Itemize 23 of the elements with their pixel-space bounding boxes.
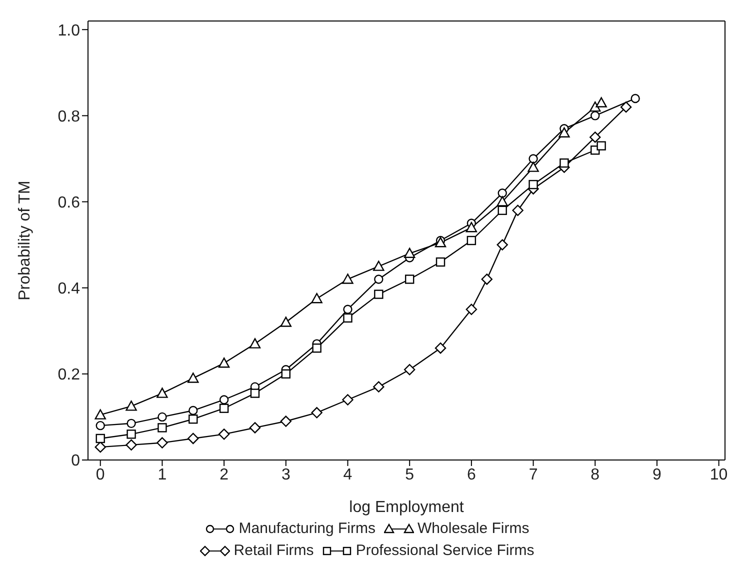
- x-tick-label: 1: [158, 466, 167, 484]
- y-tick-label: 0.2: [58, 366, 80, 384]
- legend-label: Manufacturing Firms: [238, 519, 376, 539]
- y-tick-label: 0.6: [58, 194, 80, 212]
- y-axis-title: Probability of TM: [16, 180, 34, 300]
- x-tick-label: 10: [710, 466, 728, 484]
- x-tick-label: 4: [343, 466, 352, 484]
- x-tick-label: 5: [405, 466, 414, 484]
- y-tick-label: 0.4: [58, 280, 80, 298]
- x-tick-label: 2: [220, 466, 229, 484]
- legend-label: Professional Service Firms: [356, 541, 534, 561]
- y-tick-label: 1.0: [58, 22, 80, 40]
- x-tick-label: 3: [281, 466, 290, 484]
- x-tick-label: 0: [96, 466, 105, 484]
- x-axis-title: log Employment: [349, 499, 464, 516]
- x-tick-label: 9: [652, 466, 662, 484]
- x-tick-label: 8: [590, 466, 600, 484]
- x-tick-label: 7: [528, 466, 538, 484]
- legend-label: Retail Firms: [234, 541, 314, 561]
- x-tick-label: 6: [466, 466, 476, 484]
- y-tick-label: 0: [71, 452, 80, 470]
- y-tick-label: 0.8: [58, 108, 80, 126]
- legend-label: Wholesale Firms: [418, 519, 530, 539]
